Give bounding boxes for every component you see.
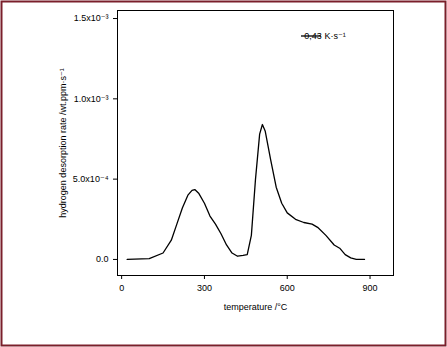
svg-text:hydrogen desorption rate /wt.p: hydrogen desorption rate /wt.ppm·s⁻¹ bbox=[58, 68, 68, 217]
svg-text:5.0x10⁻⁴: 5.0x10⁻⁴ bbox=[73, 174, 109, 184]
svg-text:0,43 K·s⁻¹: 0,43 K·s⁻¹ bbox=[304, 31, 345, 41]
svg-text:600: 600 bbox=[280, 283, 295, 293]
svg-text:1.5x10⁻³: 1.5x10⁻³ bbox=[74, 13, 109, 23]
svg-text:temperature /°C: temperature /°C bbox=[224, 302, 288, 312]
svg-text:1.0x10⁻³: 1.0x10⁻³ bbox=[74, 94, 109, 104]
svg-text:0.0: 0.0 bbox=[96, 254, 109, 264]
svg-text:0: 0 bbox=[119, 283, 124, 293]
svg-text:300: 300 bbox=[197, 283, 212, 293]
svg-text:900: 900 bbox=[363, 283, 378, 293]
